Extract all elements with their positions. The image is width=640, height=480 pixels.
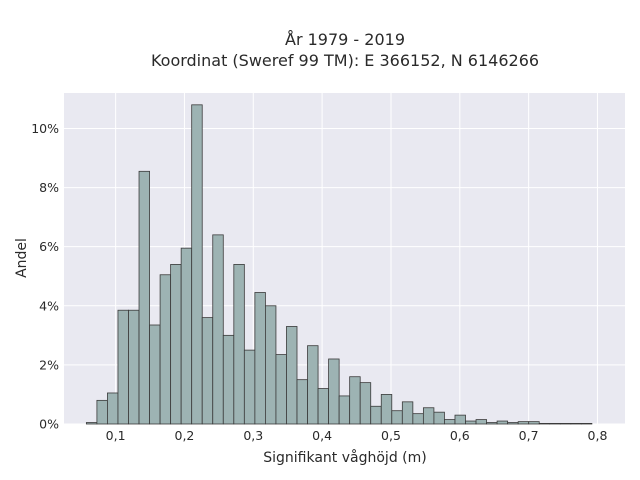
histogram-bar	[275, 354, 287, 425]
histogram-bar	[349, 376, 361, 425]
histogram-bar	[401, 401, 414, 425]
histogram-bar	[233, 264, 245, 425]
histogram-bar	[107, 392, 119, 425]
x-tick-label: 0,3	[243, 428, 263, 443]
histogram-bar	[96, 399, 108, 425]
histogram-bar	[117, 309, 129, 425]
histogram-bar	[538, 423, 551, 425]
histogram-bar	[496, 420, 509, 425]
histogram-bar	[559, 423, 572, 425]
x-axis-label: Signifikant våghöjd (m)	[263, 449, 426, 466]
y-tick-label: 0%	[39, 417, 59, 432]
chart-title-line-2: Koordinat (Sweref 99 TM): E 366152, N 61…	[151, 51, 539, 70]
histogram-bar	[170, 264, 182, 425]
histogram-bar	[201, 317, 214, 425]
y-tick-label: 2%	[39, 357, 59, 372]
chart-title-line-1: År 1979 - 2019	[285, 30, 405, 49]
histogram-bar	[138, 170, 150, 425]
histogram-bar	[212, 234, 224, 425]
histogram-bar	[222, 334, 235, 425]
histogram-bar	[475, 419, 487, 425]
y-tick-label: 6%	[39, 239, 59, 254]
histogram-bar	[85, 422, 98, 425]
histogram-bar	[243, 349, 256, 425]
histogram-bar	[317, 388, 329, 425]
histogram-bar	[370, 405, 382, 425]
histogram-bar	[570, 423, 582, 425]
x-tick-label: 0,8	[588, 428, 608, 443]
histogram-bar	[444, 419, 456, 425]
histogram-bar	[549, 423, 561, 425]
x-tick-label: 0,1	[106, 428, 126, 443]
histogram-bar	[359, 382, 372, 425]
histogram-bar	[265, 305, 277, 425]
histogram-bar	[307, 345, 319, 425]
histogram-bar	[159, 274, 172, 425]
histogram-bar	[254, 292, 266, 425]
histogram-bar	[328, 358, 340, 425]
histogram-bar	[454, 414, 466, 425]
y-axis-label: Andel	[14, 238, 30, 278]
histogram-bar	[149, 324, 161, 425]
histogram-bar	[191, 104, 203, 425]
histogram-bar	[296, 379, 308, 425]
x-tick-label: 0,4	[312, 428, 332, 443]
histogram-bar	[338, 395, 351, 425]
y-axis-ticks: 0% 2% 4% 6% 8% 10%	[31, 121, 59, 432]
histogram-bar	[412, 413, 424, 425]
histogram-bars	[85, 104, 593, 425]
histogram-bar	[486, 422, 498, 425]
x-tick-label: 0,5	[381, 428, 401, 443]
x-tick-label: 0,6	[450, 428, 470, 443]
histogram-bar	[128, 309, 140, 425]
histogram-bar	[380, 394, 393, 425]
histogram-bar	[507, 422, 519, 425]
histogram-bar	[391, 410, 403, 425]
histogram-bar	[580, 423, 593, 425]
x-axis-ticks: 0,1 0,2 0,3 0,4 0,5 0,6 0,7 0,8	[106, 428, 608, 443]
histogram-bar	[465, 420, 477, 425]
histogram-bar	[286, 326, 298, 425]
grid-lines	[64, 93, 625, 425]
histogram-bar	[433, 411, 445, 425]
y-tick-label: 4%	[39, 298, 59, 313]
histogram-bar	[422, 407, 435, 425]
histogram-bar	[517, 421, 530, 425]
histogram-bar	[528, 421, 540, 425]
y-tick-label: 10%	[31, 121, 59, 136]
x-tick-label: 0,7	[519, 428, 539, 443]
y-tick-label: 8%	[39, 180, 59, 195]
histogram-bar	[180, 247, 193, 425]
x-tick-label: 0,2	[175, 428, 195, 443]
